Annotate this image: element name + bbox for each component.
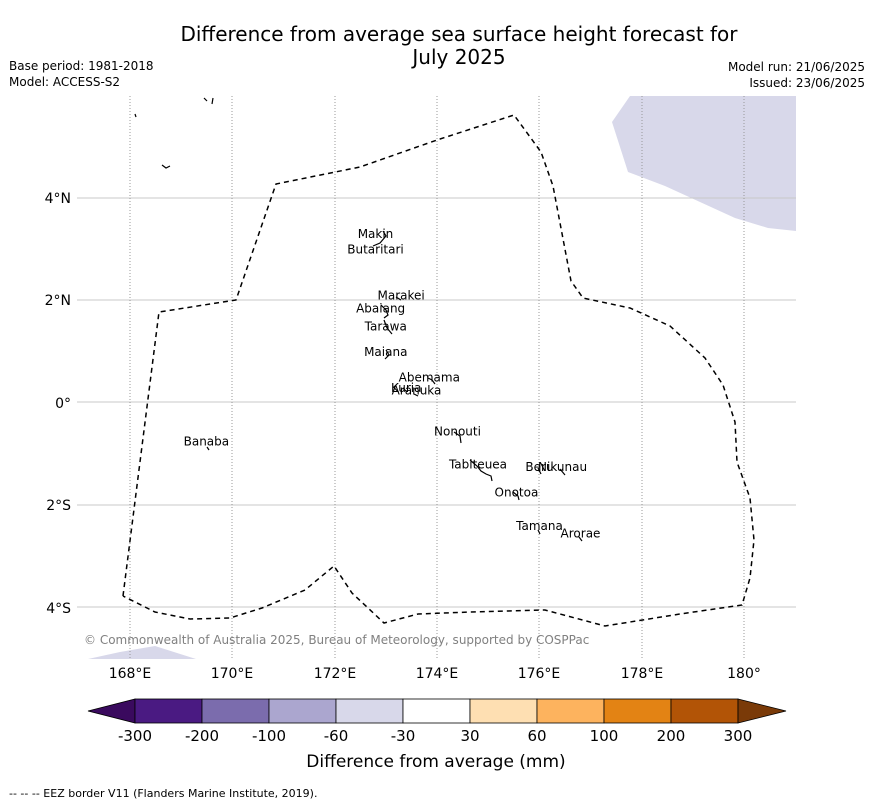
- copyright-text: © Commonwealth of Australia 2025, Bureau…: [84, 633, 589, 647]
- place-label-abemama: Abemama: [399, 371, 460, 385]
- colorbar-tick-label: 30: [460, 727, 479, 745]
- lon-tick-label: 176°E: [518, 666, 561, 682]
- place-label-banaba: Banaba: [184, 435, 230, 449]
- place-label-beru: Beru: [525, 460, 553, 474]
- eez-border: [122, 114, 755, 627]
- colorbar-tick-label: 60: [527, 727, 546, 745]
- model-label: Model: ACCESS-S2: [9, 75, 121, 89]
- place-label-abaiang: Abaiang: [356, 301, 405, 315]
- lon-tick-labels: 168°E 170°E 172°E 174°E 176°E 178°E 180°: [109, 666, 761, 682]
- lon-tick-label: 170°E: [211, 666, 254, 682]
- place-label-makin: Makin: [358, 227, 394, 241]
- lon-tick-label: 178°E: [621, 666, 664, 682]
- place-label-butaritari: Butaritari: [347, 243, 404, 257]
- colorbar-tick-label: -100: [252, 727, 286, 745]
- colorbar-under-arrow: [87, 698, 136, 724]
- colorbar-tick-label: -300: [118, 727, 152, 745]
- lon-gridlines: [129, 96, 745, 659]
- colorbar-segment: [402, 698, 471, 724]
- place-label-kuria: Kuria: [391, 381, 422, 395]
- lon-tick-label: 180°: [727, 666, 761, 682]
- colorbar-segment: [469, 698, 538, 724]
- model-run-label: Model run: 21/06/2025: [727, 60, 865, 74]
- lon-tick-label: 174°E: [416, 666, 459, 682]
- lon-tick-label: 168°E: [109, 666, 152, 682]
- place-label-arorae: Arorae: [561, 527, 601, 541]
- colorbar-over-arrow: [737, 698, 787, 724]
- colorbar-label: Difference from average (mm): [306, 752, 565, 772]
- place-label-tamana: Tamana: [515, 519, 563, 533]
- colorbar-segment: [536, 698, 605, 724]
- colorbar-tick-label: 100: [590, 727, 619, 745]
- lat-tick-label: 2°S: [46, 498, 71, 514]
- lon-tick-label: 172°E: [314, 666, 357, 682]
- colorbar-segment: [603, 698, 672, 724]
- colorbar-segment: [670, 698, 739, 724]
- lat-tick-label: 4°N: [45, 191, 71, 207]
- base-period-label: Base period: 1981-2018: [9, 59, 154, 73]
- place-label-marakei: Marakei: [378, 289, 425, 303]
- title-line-2: July 2025: [412, 45, 506, 69]
- lat-tick-label: 2°N: [45, 293, 71, 309]
- island-outlines: [134, 97, 583, 542]
- place-label-maiana: Maiana: [364, 345, 407, 359]
- colorbar-segment: [335, 698, 404, 724]
- place-label-aranuka: Aranuka: [392, 383, 442, 397]
- place-label-tarawa: Tarawa: [364, 319, 407, 333]
- place-label-nikunau: Nikunau: [538, 460, 587, 474]
- title-line-1: Difference from average sea surface heig…: [180, 22, 738, 46]
- anomaly-region-ne: [612, 96, 796, 231]
- map-panel: [77, 96, 796, 659]
- colorbar-tick-label: -60: [324, 727, 349, 745]
- colorbar-segment: [201, 698, 270, 724]
- lat-tick-labels: 4°N 2°N 0° 2°S 4°S: [45, 191, 72, 617]
- colorbar-tick-label: -200: [185, 727, 219, 745]
- issued-label: Issued: 23/06/2025: [749, 76, 865, 90]
- colorbar-segment: [268, 698, 337, 724]
- colorbar: -300 -200 -100 -60 -30 30 60 100 200 300: [87, 698, 787, 745]
- colorbar-tick-label: 300: [724, 727, 753, 745]
- colorbar-segment: [134, 698, 203, 724]
- place-label-nonouti: Nonouti: [434, 424, 481, 438]
- footer-note: -- -- -- EEZ border V11 (Flanders Marine…: [9, 787, 317, 800]
- colorbar-tick-label: -30: [391, 727, 416, 745]
- place-label-tabiteuea: Tabiteuea: [448, 458, 507, 472]
- colorbar-tick-label: 200: [657, 727, 686, 745]
- place-label-onotoa: Onotoa: [495, 486, 539, 500]
- lat-tick-label: 4°S: [46, 601, 71, 617]
- anomaly-region-sw: [88, 646, 196, 659]
- lat-tick-label: 0°: [55, 396, 71, 412]
